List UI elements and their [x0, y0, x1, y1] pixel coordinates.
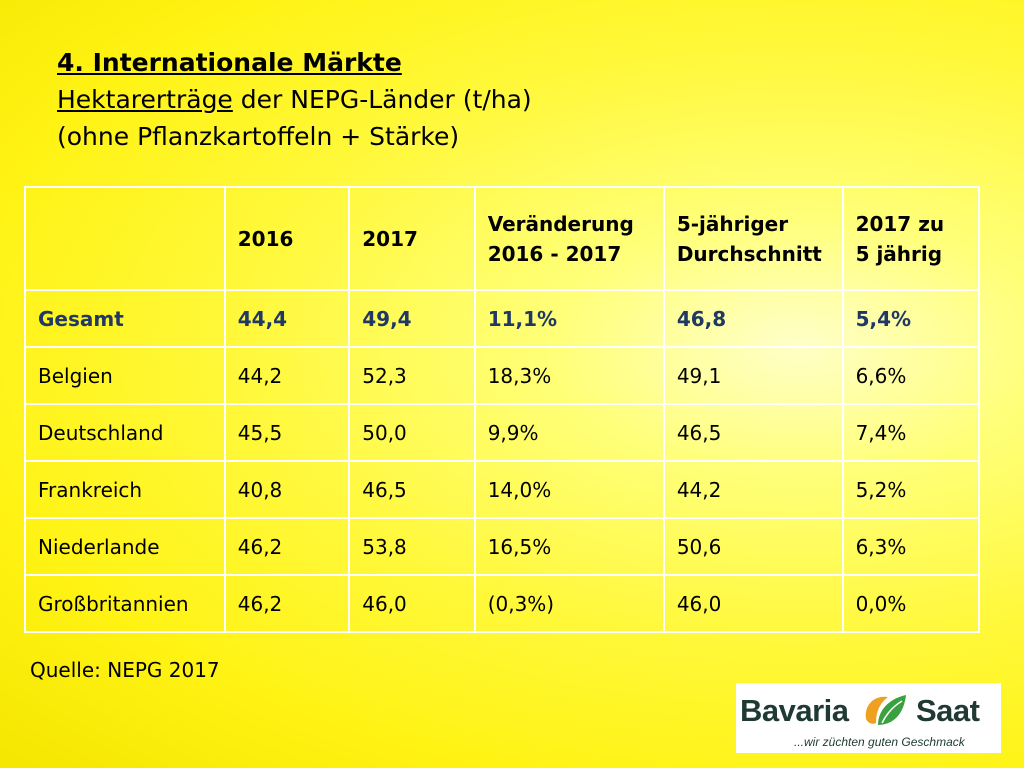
- row-label: Frankreich: [24, 460, 226, 519]
- table-row: Deutschland 45,5 50,0 9,9% 46,5 7,4%: [24, 403, 981, 462]
- cell-2017: 49,4: [348, 289, 476, 348]
- cell-2017-vs-5yr: 0,0%: [841, 574, 981, 633]
- cell-2016: 46,2: [223, 517, 351, 576]
- cell-2017: 46,0: [348, 574, 476, 633]
- yield-table: 2016 2017 Veränderung 2016 - 2017 5-jähri…: [24, 186, 981, 633]
- title-subheading: Hektarerträge der NEPG-Länder (t/ha): [57, 81, 532, 118]
- cell-5yr-avg: 49,1: [662, 346, 844, 405]
- table-row: Großbritannien 46,2 46,0 (0,3%) 46,0 0,0…: [24, 574, 981, 633]
- title-subheading-rest: der NEPG-Länder (t/ha): [232, 85, 532, 114]
- row-label: Gesamt: [24, 289, 226, 348]
- cell-change: (0,3%): [473, 574, 665, 633]
- header-cell-5yr-avg: 5-jähriger Durchschnitt: [662, 186, 844, 291]
- cell-2017: 52,3: [348, 346, 476, 405]
- cell-2016: 44,4: [223, 289, 351, 348]
- slide-title: 4. Internationale Märkte Hektarerträge d…: [57, 44, 532, 155]
- cell-2017-vs-5yr: 5,2%: [841, 460, 981, 519]
- cell-2017: 50,0: [348, 403, 476, 462]
- row-label: Niederlande: [24, 517, 226, 576]
- cell-2017-vs-5yr: 6,6%: [841, 346, 981, 405]
- table-row: Frankreich 40,8 46,5 14,0% 44,2 5,2%: [24, 460, 981, 519]
- cell-5yr-avg: 46,5: [662, 403, 844, 462]
- cell-5yr-avg: 46,0: [662, 574, 844, 633]
- header-cell-2017: 2017: [348, 186, 476, 291]
- row-label: Deutschland: [24, 403, 226, 462]
- cell-change: 16,5%: [473, 517, 665, 576]
- title-note: (ohne Pflanzkartoffeln + Stärke): [57, 122, 460, 151]
- cell-2016: 40,8: [223, 460, 351, 519]
- table-row: Belgien 44,2 52,3 18,3% 49,1 6,6%: [24, 346, 981, 405]
- logo-word-saat: Saat: [916, 693, 980, 728]
- cell-2017-vs-5yr: 5,4%: [841, 289, 981, 348]
- cell-2017-vs-5yr: 6,3%: [841, 517, 981, 576]
- cell-5yr-avg: 44,2: [662, 460, 844, 519]
- row-label: Großbritannien: [24, 574, 226, 633]
- cell-change: 11,1%: [473, 289, 665, 348]
- cell-5yr-avg: 46,8: [662, 289, 844, 348]
- cell-change: 18,3%: [473, 346, 665, 405]
- header-cell-2016: 2016: [223, 186, 351, 291]
- cell-change: 14,0%: [473, 460, 665, 519]
- header-cell-change: Veränderung 2016 - 2017: [473, 186, 665, 291]
- title-heading: 4. Internationale Märkte: [57, 48, 402, 77]
- logo-tagline: ...wir züchten guten Geschmack: [794, 735, 965, 749]
- cell-2016: 46,2: [223, 574, 351, 633]
- table-row-total: Gesamt 44,4 49,4 11,1% 46,8 5,4%: [24, 289, 981, 348]
- bavaria-saat-logo: Bavaria Saat ...wir züchten guten Geschm…: [736, 683, 1001, 753]
- cell-2016: 44,2: [223, 346, 351, 405]
- header-cell-empty: [24, 186, 226, 291]
- cell-2017: 53,8: [348, 517, 476, 576]
- table-header-row: 2016 2017 Veränderung 2016 - 2017 5-jähri…: [24, 186, 981, 291]
- cell-2017: 46,5: [348, 460, 476, 519]
- source-note: Quelle: NEPG 2017: [30, 658, 220, 682]
- cell-5yr-avg: 50,6: [662, 517, 844, 576]
- row-label: Belgien: [24, 346, 226, 405]
- table-row: Niederlande 46,2 53,8 16,5% 50,6 6,3%: [24, 517, 981, 576]
- header-cell-2017-vs-5yr: 2017 zu 5 jährig: [841, 186, 981, 291]
- cell-2017-vs-5yr: 7,4%: [841, 403, 981, 462]
- title-underlined-word: Hektarerträge: [57, 85, 233, 114]
- cell-change: 9,9%: [473, 403, 665, 462]
- logo-word-bavaria: Bavaria: [740, 693, 849, 728]
- leaf-emblem-icon: [865, 695, 906, 725]
- cell-2016: 45,5: [223, 403, 351, 462]
